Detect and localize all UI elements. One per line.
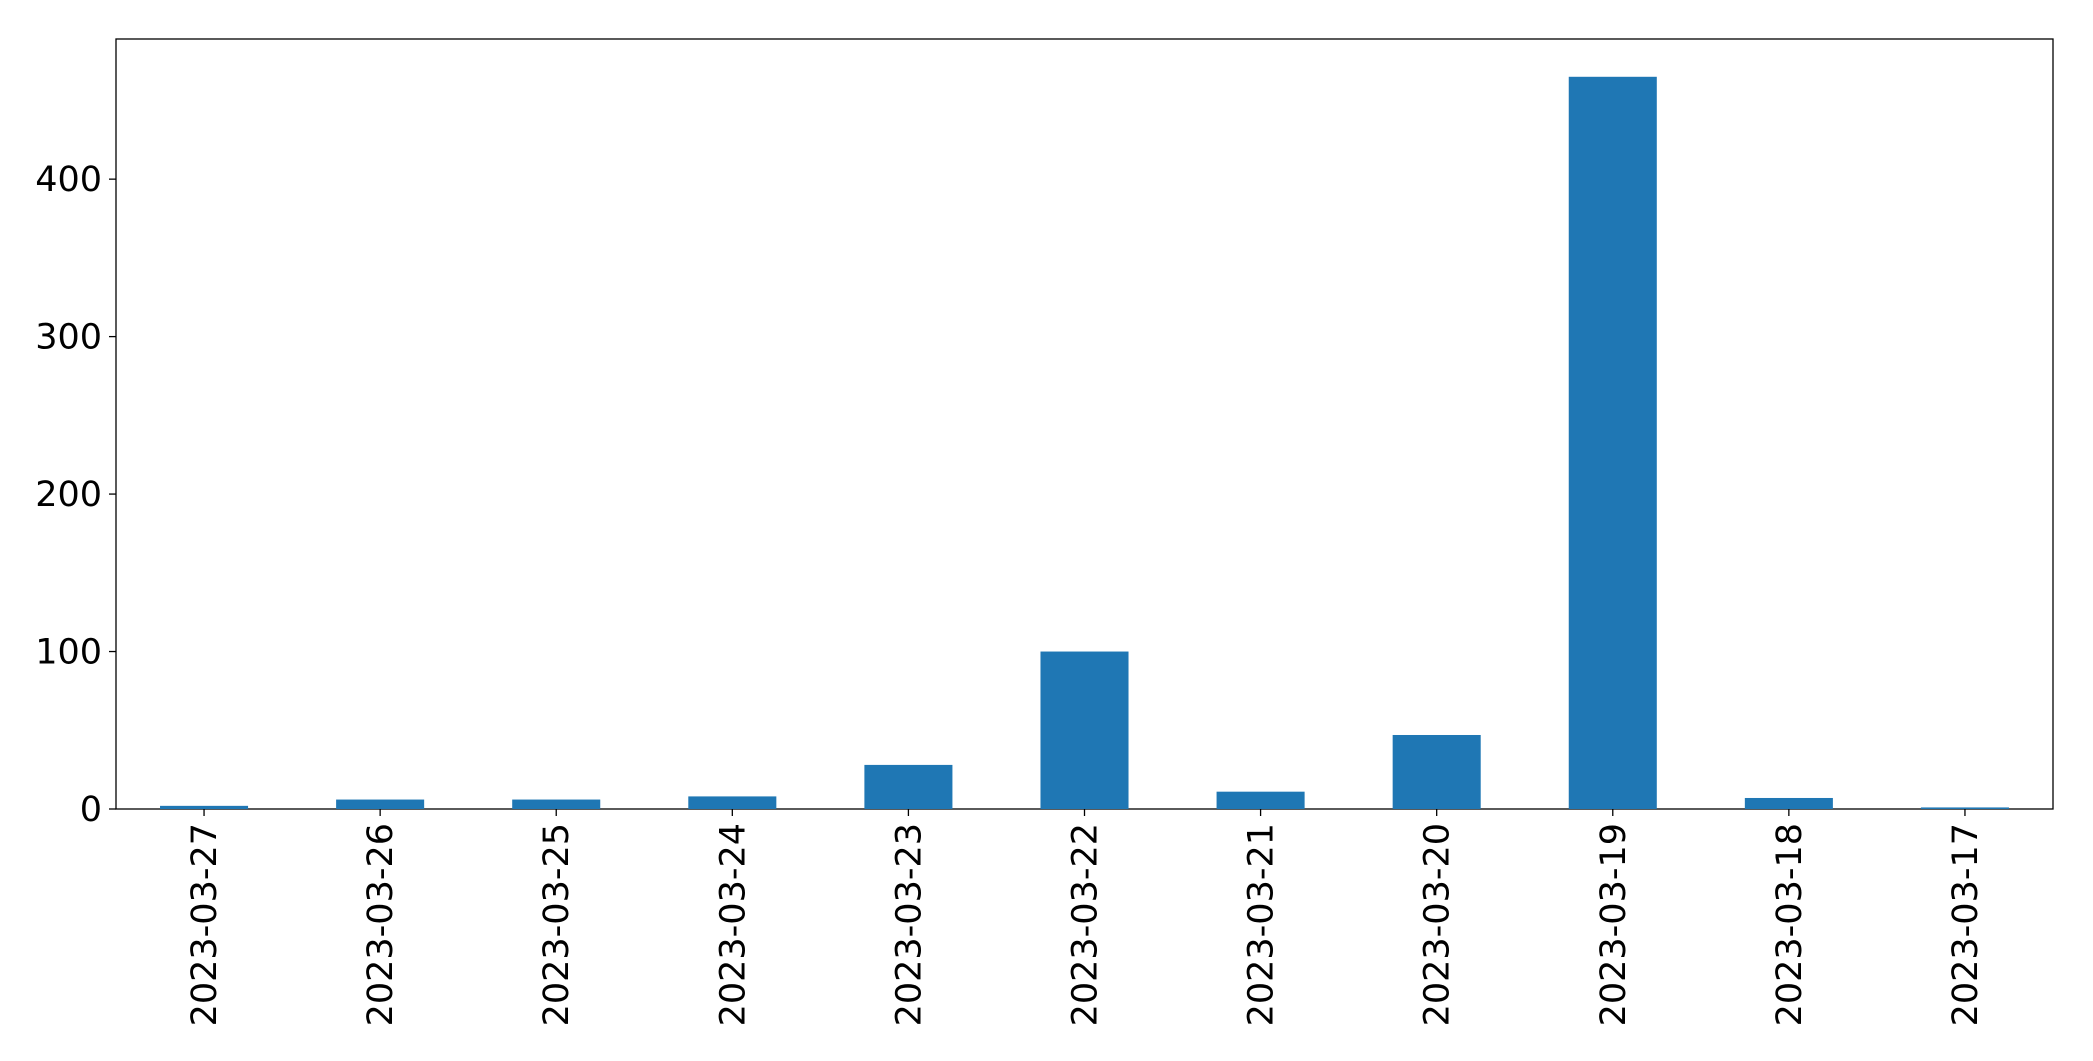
bar: [160, 805, 249, 809]
x-tick-label: 2023-03-21: [1242, 823, 1282, 1026]
x-tick-label: 2023-03-20: [1418, 823, 1458, 1026]
y-tick-label: 200: [35, 475, 102, 515]
bar: [1392, 734, 1481, 809]
x-tick-label: 2023-03-19: [1594, 823, 1634, 1026]
x-tick-label: 2023-03-23: [889, 823, 929, 1026]
x-tick-label: 2023-03-27: [185, 823, 225, 1026]
bar: [864, 764, 953, 809]
bar: [512, 799, 601, 809]
x-tick-label: 2023-03-26: [361, 823, 401, 1026]
x-tick-label: 2023-03-22: [1066, 823, 1106, 1026]
x-tick-label: 2023-03-17: [1946, 823, 1986, 1026]
bar: [688, 796, 777, 809]
x-tick-label: 2023-03-24: [713, 823, 753, 1026]
y-tick-label: 0: [80, 790, 102, 830]
y-tick-label: 400: [35, 160, 102, 200]
bar: [1920, 807, 2009, 809]
y-tick-label: 100: [35, 633, 102, 673]
bar: [336, 799, 425, 809]
x-tick-label: 2023-03-18: [1770, 823, 1810, 1026]
x-tick-label: 2023-03-25: [537, 823, 577, 1026]
bar: [1216, 791, 1305, 809]
bar: [1568, 76, 1657, 810]
bar: [1744, 797, 1833, 809]
bar: [1040, 651, 1129, 809]
y-tick-label: 300: [35, 318, 102, 358]
